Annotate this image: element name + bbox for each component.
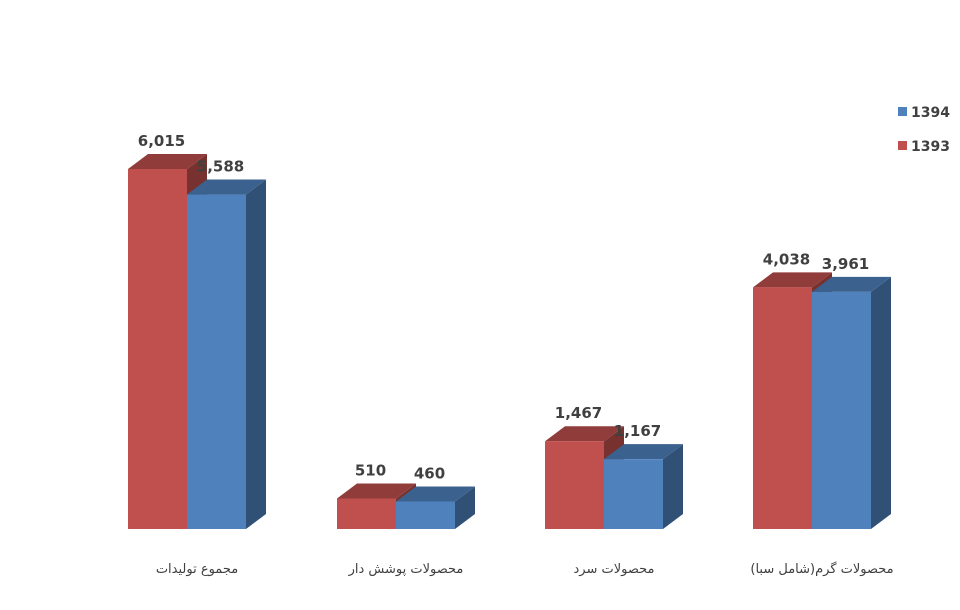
- bar-top: [187, 179, 266, 195]
- bar-side: [871, 276, 891, 529]
- value-label-1393-3: 4,038: [763, 250, 810, 268]
- bar-top: [753, 272, 832, 288]
- value-labels-layer: 6,015 5,588 510 460 1,467 1,167 4,038 3,961: [138, 132, 869, 482]
- legend-item-1394: 1394: [898, 105, 950, 121]
- legend-swatch: [898, 107, 907, 116]
- value-label-1394-0: 5,588: [197, 158, 244, 176]
- bar-top: [128, 154, 207, 169]
- value-label-1393-1: 510: [355, 461, 386, 479]
- category-label-2: محصولات سرد: [574, 562, 655, 577]
- value-label-1393-2: 1,467: [555, 404, 602, 422]
- value-label-1394-3: 3,961: [822, 255, 869, 273]
- bar-top: [396, 486, 475, 502]
- category-label-3: (شامل سبا)محصولات گرم: [750, 561, 893, 577]
- bar-front: [812, 291, 871, 529]
- legend-label: 1393: [911, 139, 950, 155]
- category-labels-layer: مجموع تولیدات محصولات پوشش دار محصولات سرد…: [156, 561, 894, 577]
- value-label-1394-1: 460: [414, 464, 445, 482]
- legend-item-1393: 1393: [898, 139, 950, 155]
- bar-1394-3: [812, 276, 891, 529]
- bar-1394-2: [604, 444, 683, 529]
- bar-top: [545, 426, 624, 442]
- bars-layer: [128, 154, 891, 530]
- bar-side: [246, 179, 266, 530]
- bar-front: [187, 194, 246, 530]
- bar-top: [337, 483, 416, 499]
- bar-front: [128, 169, 187, 529]
- bar-front: [545, 441, 604, 529]
- bar-side: [455, 486, 475, 529]
- bar-1393-1: [337, 483, 416, 529]
- bar-top: [604, 444, 683, 460]
- value-label-1393-0: 6,015: [138, 132, 185, 150]
- bar-top: [812, 276, 891, 292]
- bar-side: [663, 444, 683, 529]
- bar-front: [604, 459, 663, 529]
- bar-front: [753, 287, 812, 529]
- legend-swatch: [898, 141, 907, 150]
- bar-1394-0: [187, 179, 266, 530]
- category-label-1: محصولات پوشش دار: [348, 562, 464, 577]
- legend-label: 1394: [911, 105, 950, 121]
- bar-1394-1: [396, 486, 475, 529]
- category-label-0: مجموع تولیدات: [156, 562, 238, 577]
- value-label-1394-2: 1,167: [614, 422, 661, 440]
- legend: 1394 1393: [898, 105, 950, 155]
- bar-front: [337, 498, 396, 529]
- bar-front: [396, 501, 455, 529]
